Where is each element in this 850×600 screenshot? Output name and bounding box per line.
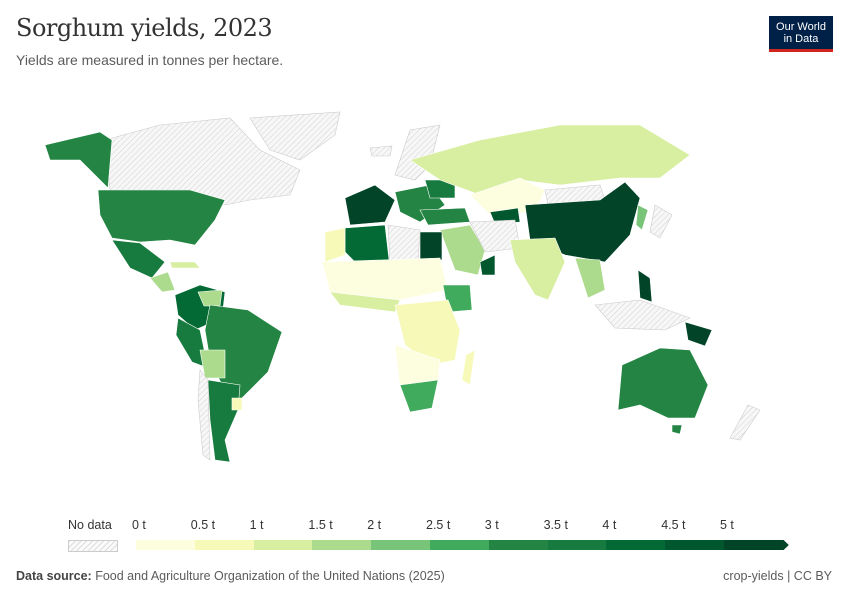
region-peru [175,317,209,369]
region-korea-japan [635,204,649,231]
region-central-east-africa [394,299,461,366]
region-chile [197,369,211,461]
region-south-africa [399,379,439,413]
region-argentina [207,379,241,463]
region-australia [617,347,709,419]
region-west-africa [329,291,401,313]
chart-title: Sorghum yields, 2023 [16,14,273,42]
region-guianas [197,289,223,307]
region-morocco [324,227,346,263]
region-new-zealand [729,404,761,441]
region-caribbean [169,261,201,269]
region-egypt [419,231,443,261]
legend-bin [312,540,373,550]
legend-tick: 4 t [602,518,617,532]
legend-bin [665,540,725,550]
region-alaska [44,131,113,189]
region-japan [649,204,673,239]
region-sahel [321,257,449,301]
region-turkey [419,207,471,226]
legend-tick: 1 t [249,518,264,532]
legend-bin [430,540,490,550]
region-uruguay [231,397,243,411]
region-india [509,237,566,301]
legend-tick: 2.5 t [426,518,451,532]
legend-tick: 2 t [367,518,382,532]
legend-bin [371,540,431,550]
region-indonesia [594,299,691,331]
region-southeast-asia [574,257,606,299]
data-source: Data source: Food and Agriculture Organi… [16,569,445,583]
region-oman-yemen [479,254,496,276]
region-usa [97,189,226,246]
legend-bin [194,540,255,550]
legend-tick: 4.5 t [661,518,686,532]
legend-bin [136,540,196,550]
legend-tick: 3 t [484,518,499,532]
chart-slug-license[interactable]: crop-yields | CC BY [723,569,832,583]
legend-bin [724,540,789,550]
region-southern-africa [394,344,441,389]
region-bolivia-paraguay [199,349,226,379]
region-mexico [111,239,166,279]
owid-logo[interactable]: Our World in Data [769,16,833,52]
legend-no-data-label: No data [68,518,112,532]
region-tasmania [671,424,683,435]
legend-tick: 1.5 t [308,518,333,532]
legend-no-data-swatch [68,540,118,552]
region-madagascar [461,349,476,386]
legend-bin [547,540,608,550]
world-map [44,111,761,463]
legend-bin [606,540,667,550]
source-label: Data source: [16,569,92,583]
region-png [684,321,713,347]
region-iceland [369,145,393,157]
region-russia [409,124,691,196]
region-central-america [149,271,176,293]
region-iberia-france [344,184,396,226]
legend-bin [253,540,314,550]
legend-tick: 3.5 t [543,518,568,532]
legend-tick: 5 t [720,518,734,532]
legend-bin [488,540,549,550]
legend-tick: 0 t [132,518,146,532]
chart-subtitle: Yields are measured in tonnes per hectar… [16,52,284,68]
region-philippines [637,269,653,303]
legend-tick: 0.5 t [190,518,216,532]
source-text[interactable]: Food and Agriculture Organization of the… [95,569,445,583]
region-libya [387,224,421,263]
region-greenland [249,111,341,161]
